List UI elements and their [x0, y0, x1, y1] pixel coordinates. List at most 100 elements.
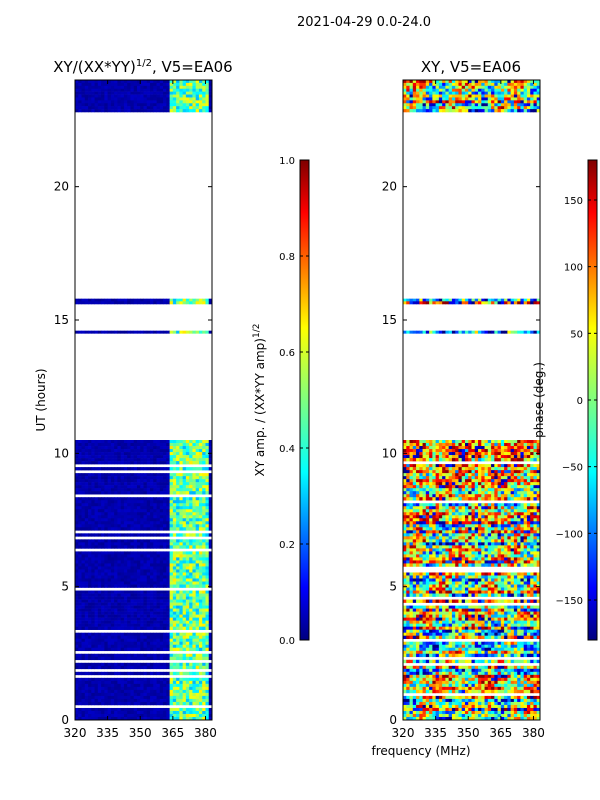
heatmap-cell	[123, 713, 128, 718]
heatmap-cell	[179, 575, 184, 579]
heatmap-cell	[451, 455, 456, 459]
heatmap-cell	[150, 716, 154, 720]
heatmap-cell	[481, 479, 485, 483]
heatmap-cell	[435, 503, 440, 507]
heatmap-cell	[104, 614, 109, 618]
heatmap-cell	[205, 713, 210, 718]
heatmap-cell	[156, 500, 161, 504]
heatmap-cell	[114, 560, 118, 564]
heatmap-cell	[435, 479, 440, 483]
heatmap-cell	[172, 82, 177, 87]
heatmap-cell	[195, 446, 200, 450]
heatmap-cell	[88, 109, 92, 113]
heatmap-cell	[403, 473, 407, 477]
heatmap-cell	[208, 503, 212, 507]
heatmap-cell	[198, 641, 203, 646]
heatmap-cell	[133, 689, 138, 694]
heatmap-cell	[182, 330, 187, 334]
heatmap-cell	[146, 566, 151, 570]
heatmap-cell	[146, 593, 151, 597]
heatmap-cell	[182, 85, 187, 90]
heatmap-cell	[143, 707, 148, 712]
heatmap-cell	[117, 641, 122, 646]
heatmap-cell	[110, 485, 115, 489]
heatmap-cell	[97, 509, 102, 513]
heatmap-cell	[205, 301, 210, 305]
heatmap-cell	[117, 330, 122, 334]
heatmap-cell	[123, 500, 128, 504]
heatmap-cell	[120, 482, 125, 486]
heatmap-cell	[507, 485, 512, 489]
heatmap-cell	[114, 91, 118, 95]
heatmap-cell	[185, 713, 190, 718]
heatmap-cell	[185, 596, 190, 600]
heatmap-cell	[185, 605, 190, 609]
heatmap-cell	[94, 569, 99, 573]
heatmap-cell	[202, 554, 206, 558]
heatmap-cell	[176, 641, 180, 646]
heatmap-cell	[205, 91, 210, 95]
heatmap-cell	[84, 440, 89, 444]
heatmap-cell	[130, 608, 135, 612]
heatmap-cell	[189, 638, 193, 643]
heatmap-cell	[130, 452, 135, 456]
heatmap-cell	[101, 686, 105, 691]
heatmap-cell	[468, 452, 472, 456]
heatmap-cell	[84, 620, 89, 624]
heatmap-cell	[208, 527, 212, 531]
heatmap-cell	[464, 494, 469, 498]
heatmap-cell	[84, 94, 89, 98]
heatmap-cell	[91, 103, 95, 107]
heatmap-cell	[172, 509, 177, 513]
heatmap-cell	[110, 91, 115, 95]
heatmap-cell	[172, 689, 177, 694]
heatmap-cell	[520, 446, 525, 450]
heatmap-cell	[123, 569, 128, 573]
heatmap-cell	[110, 656, 115, 661]
heatmap-cell	[182, 575, 187, 579]
heatmap-cell	[448, 458, 453, 462]
heatmap-cell	[101, 665, 105, 670]
heatmap-cell	[504, 464, 508, 468]
heatmap-cell	[517, 455, 521, 459]
heatmap-cell	[107, 617, 112, 621]
heatmap-cell	[510, 455, 515, 459]
heatmap-cell	[435, 491, 440, 495]
heatmap-cell	[84, 698, 89, 703]
heatmap-cell	[146, 527, 151, 531]
heatmap-cell	[166, 301, 170, 305]
heatmap-cell	[198, 575, 203, 579]
heatmap-cell	[208, 88, 212, 92]
heatmap-cell	[88, 539, 92, 543]
heatmap-cell	[123, 512, 128, 516]
heatmap-cell	[172, 707, 177, 712]
heatmap-cell	[438, 479, 443, 483]
heatmap-cell	[513, 455, 518, 459]
heatmap-cell	[497, 470, 502, 474]
heatmap-cell	[198, 542, 203, 546]
heatmap-cell	[143, 581, 148, 585]
heatmap-cell	[127, 80, 131, 84]
heatmap-cell	[208, 638, 212, 643]
heatmap-cell	[494, 473, 498, 477]
heatmap-cell	[81, 109, 86, 113]
heatmap-cell	[97, 599, 102, 603]
heatmap-cell	[189, 632, 193, 636]
heatmap-cell	[182, 638, 187, 643]
heatmap-cell	[176, 581, 180, 585]
heatmap-cell	[182, 617, 187, 621]
heatmap-cell	[451, 491, 456, 495]
heatmap-cell	[78, 692, 82, 697]
heatmap-cell	[84, 97, 89, 101]
heatmap-cell	[159, 488, 164, 492]
heatmap-cell	[88, 584, 92, 588]
heatmap-cell	[163, 518, 167, 522]
heatmap-cell	[123, 656, 128, 661]
heatmap-cell	[438, 509, 443, 513]
heatmap-cell	[156, 614, 161, 618]
heatmap-cell	[176, 560, 180, 564]
heatmap-cell	[448, 482, 453, 486]
heatmap-cell	[429, 491, 433, 495]
heatmap-cell	[497, 476, 502, 480]
heatmap-cell	[412, 452, 417, 456]
